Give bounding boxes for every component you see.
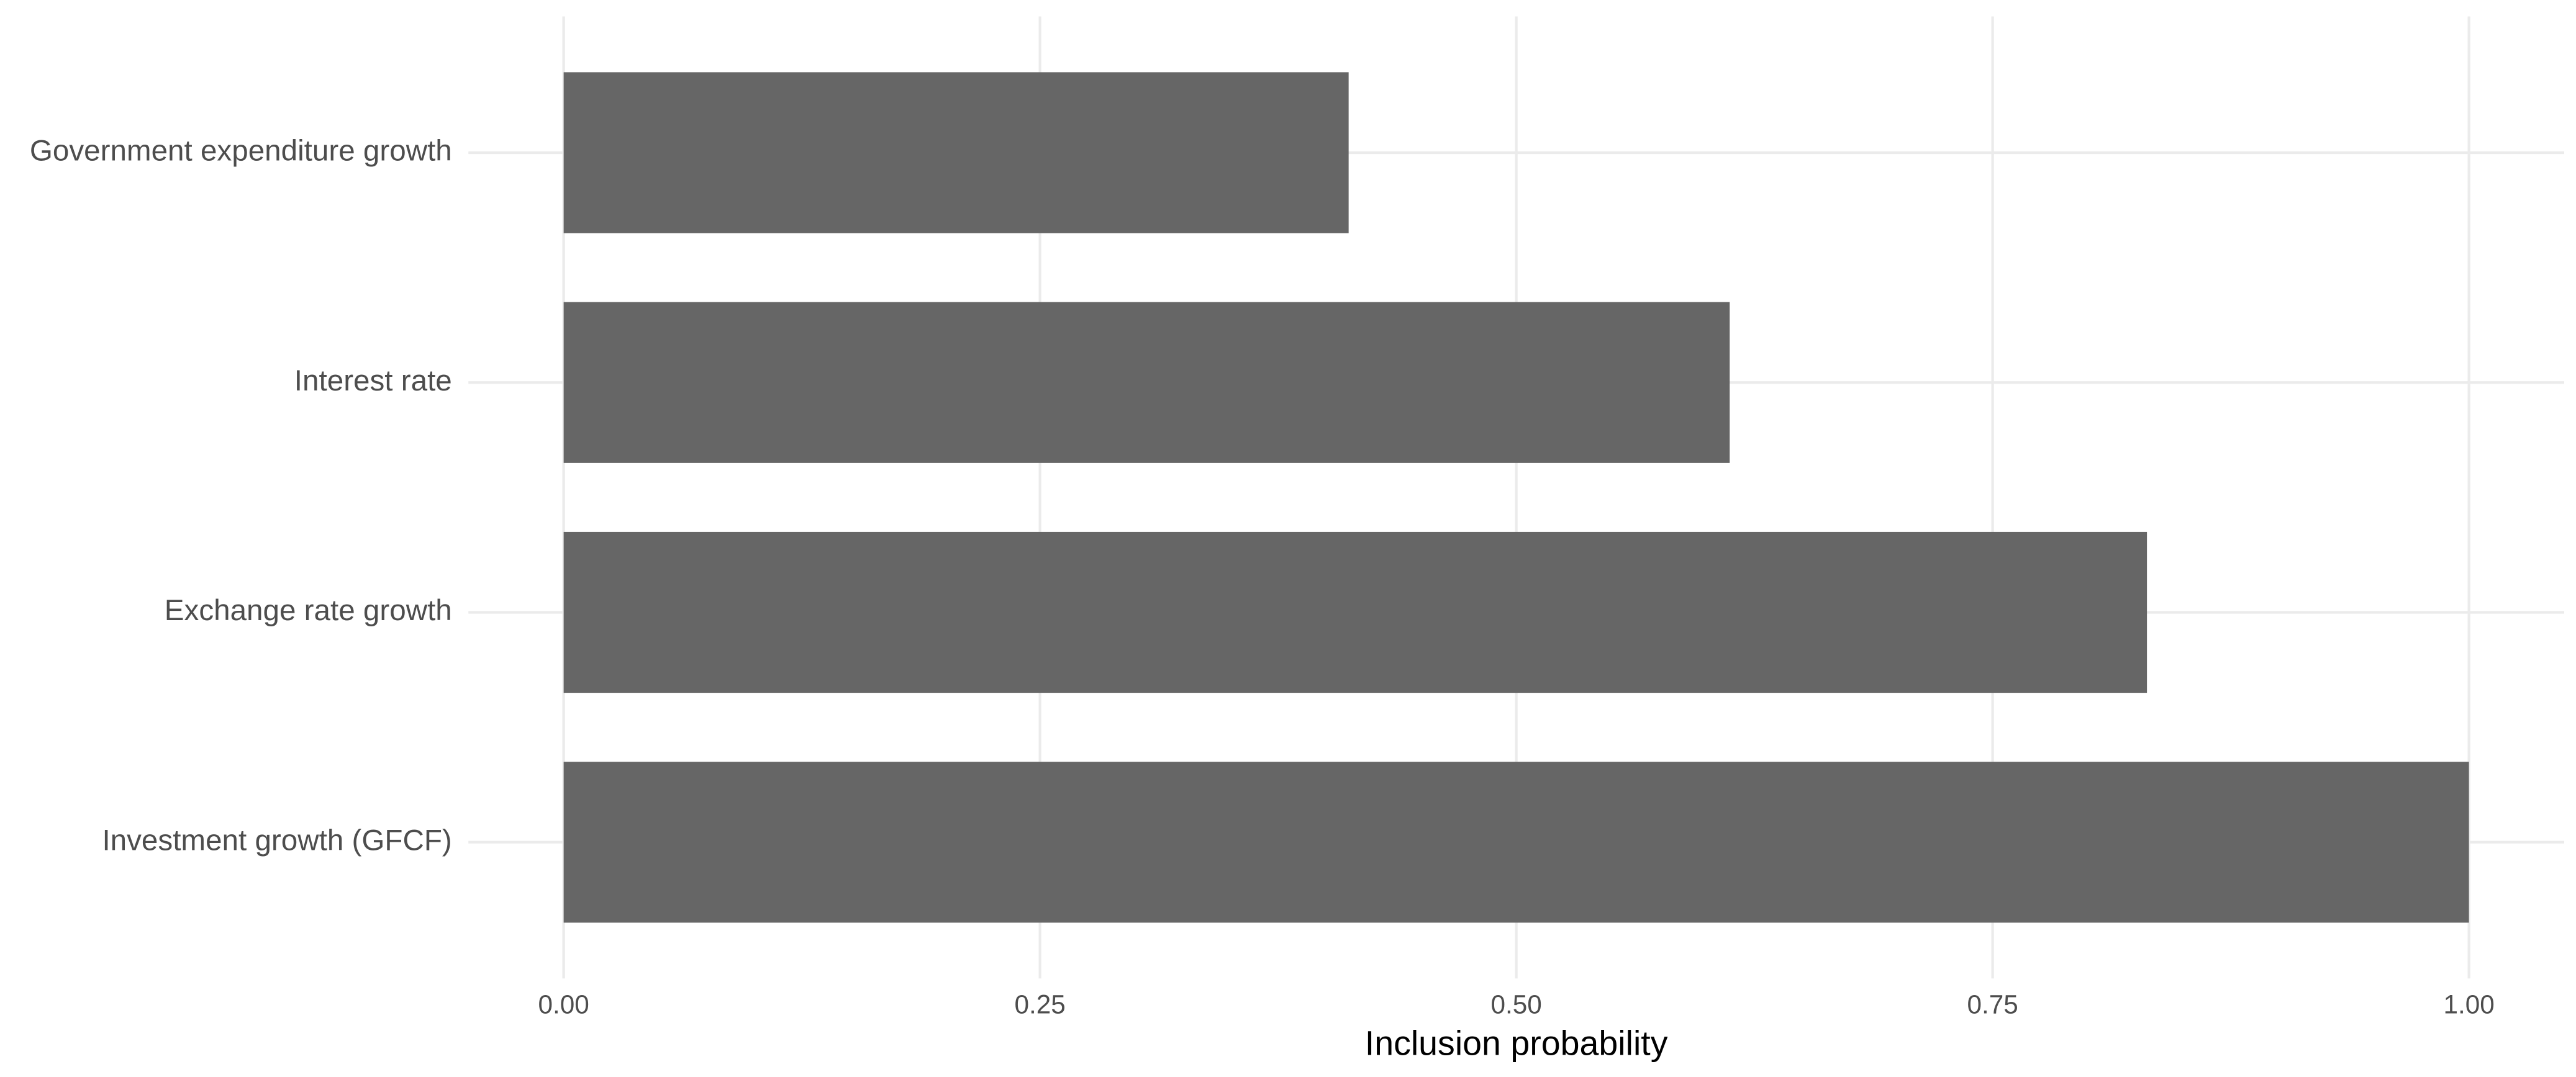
bar — [563, 302, 1730, 463]
x-tick-label: 0.25 — [1014, 989, 1065, 1019]
y-tick-label: Government expenditure growth — [30, 135, 452, 168]
x-tick-label: 0.75 — [1967, 989, 2018, 1019]
bar — [563, 762, 2469, 923]
x-tick-label: 1.00 — [2443, 989, 2494, 1019]
x-tick-label: 0.50 — [1490, 989, 1541, 1019]
y-tick-label: Interest rate — [294, 364, 452, 397]
bar — [563, 72, 1349, 233]
bar — [563, 531, 2147, 693]
y-tick-label: Exchange rate growth — [165, 594, 452, 627]
x-tick-label: 0.00 — [538, 989, 589, 1019]
x-axis-title: Inclusion probability — [1365, 1024, 1668, 1062]
y-tick-label: Investment growth (GFCF) — [102, 824, 451, 857]
